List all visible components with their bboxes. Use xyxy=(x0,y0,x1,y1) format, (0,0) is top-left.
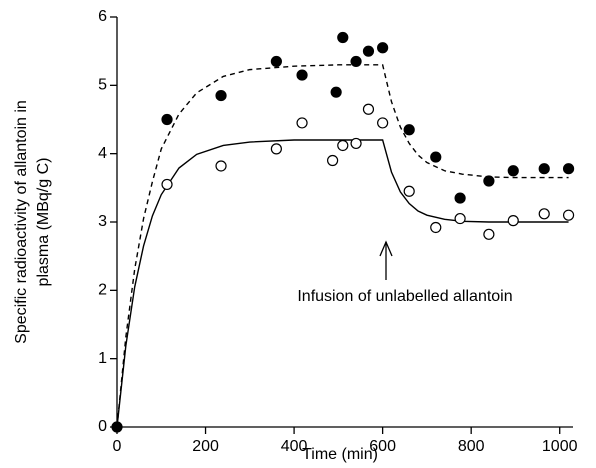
data-point xyxy=(111,421,123,433)
y-axis-label: Specific radioactivity of allantoin in xyxy=(13,100,30,344)
data-point xyxy=(270,55,282,68)
data-point xyxy=(483,175,495,187)
data-point xyxy=(161,178,173,191)
data-point xyxy=(483,228,495,240)
annotation-arrow xyxy=(379,240,393,280)
data-point xyxy=(507,165,519,177)
x-tick-label: 400 xyxy=(281,438,308,455)
data-point xyxy=(538,208,550,220)
y-axis-label: plasma (MBq/g C) xyxy=(35,158,52,287)
data-point xyxy=(538,163,550,175)
fit-line xyxy=(116,64,569,428)
data-point xyxy=(327,154,339,167)
y-tick-label: 3 xyxy=(98,213,107,230)
y-tick-label: 4 xyxy=(98,145,107,162)
data-point xyxy=(362,103,375,115)
data-point xyxy=(296,69,308,81)
data-point xyxy=(507,215,519,227)
data-point xyxy=(330,86,342,98)
data-point xyxy=(454,212,466,225)
data-point xyxy=(430,221,442,234)
data-point xyxy=(362,45,375,57)
data-point xyxy=(215,89,227,102)
x-tick-label: 800 xyxy=(458,438,485,455)
data-point xyxy=(337,139,349,152)
data-point xyxy=(337,31,349,44)
y-tick-label: 5 xyxy=(98,77,107,94)
x-tick-label: 0 xyxy=(113,438,122,455)
x-tick-label: 1000 xyxy=(542,438,578,455)
data-point xyxy=(430,151,442,163)
annotation: Infusion of unlabelled allantoin xyxy=(297,288,512,305)
data-point xyxy=(562,209,575,221)
data-point xyxy=(350,55,362,68)
x-tick-label: 200 xyxy=(192,438,219,455)
fit-line xyxy=(116,139,569,428)
data-point xyxy=(296,117,308,129)
data-point xyxy=(377,117,389,129)
y-tick-label: 1 xyxy=(98,350,107,367)
data-point xyxy=(403,185,415,197)
data-point xyxy=(161,113,173,126)
x-tick-label: 600 xyxy=(369,438,396,455)
data-point xyxy=(270,143,282,155)
y-tick-label: 0 xyxy=(98,418,107,435)
data-point xyxy=(454,192,466,204)
x-axis-label: Time (min) xyxy=(302,446,378,463)
data-point xyxy=(562,163,575,175)
y-tick-label: 6 xyxy=(98,8,107,25)
data-point xyxy=(350,137,362,150)
data-point xyxy=(215,160,227,172)
data-point xyxy=(403,124,415,136)
data-point xyxy=(377,42,389,54)
y-tick-label: 2 xyxy=(98,282,107,299)
